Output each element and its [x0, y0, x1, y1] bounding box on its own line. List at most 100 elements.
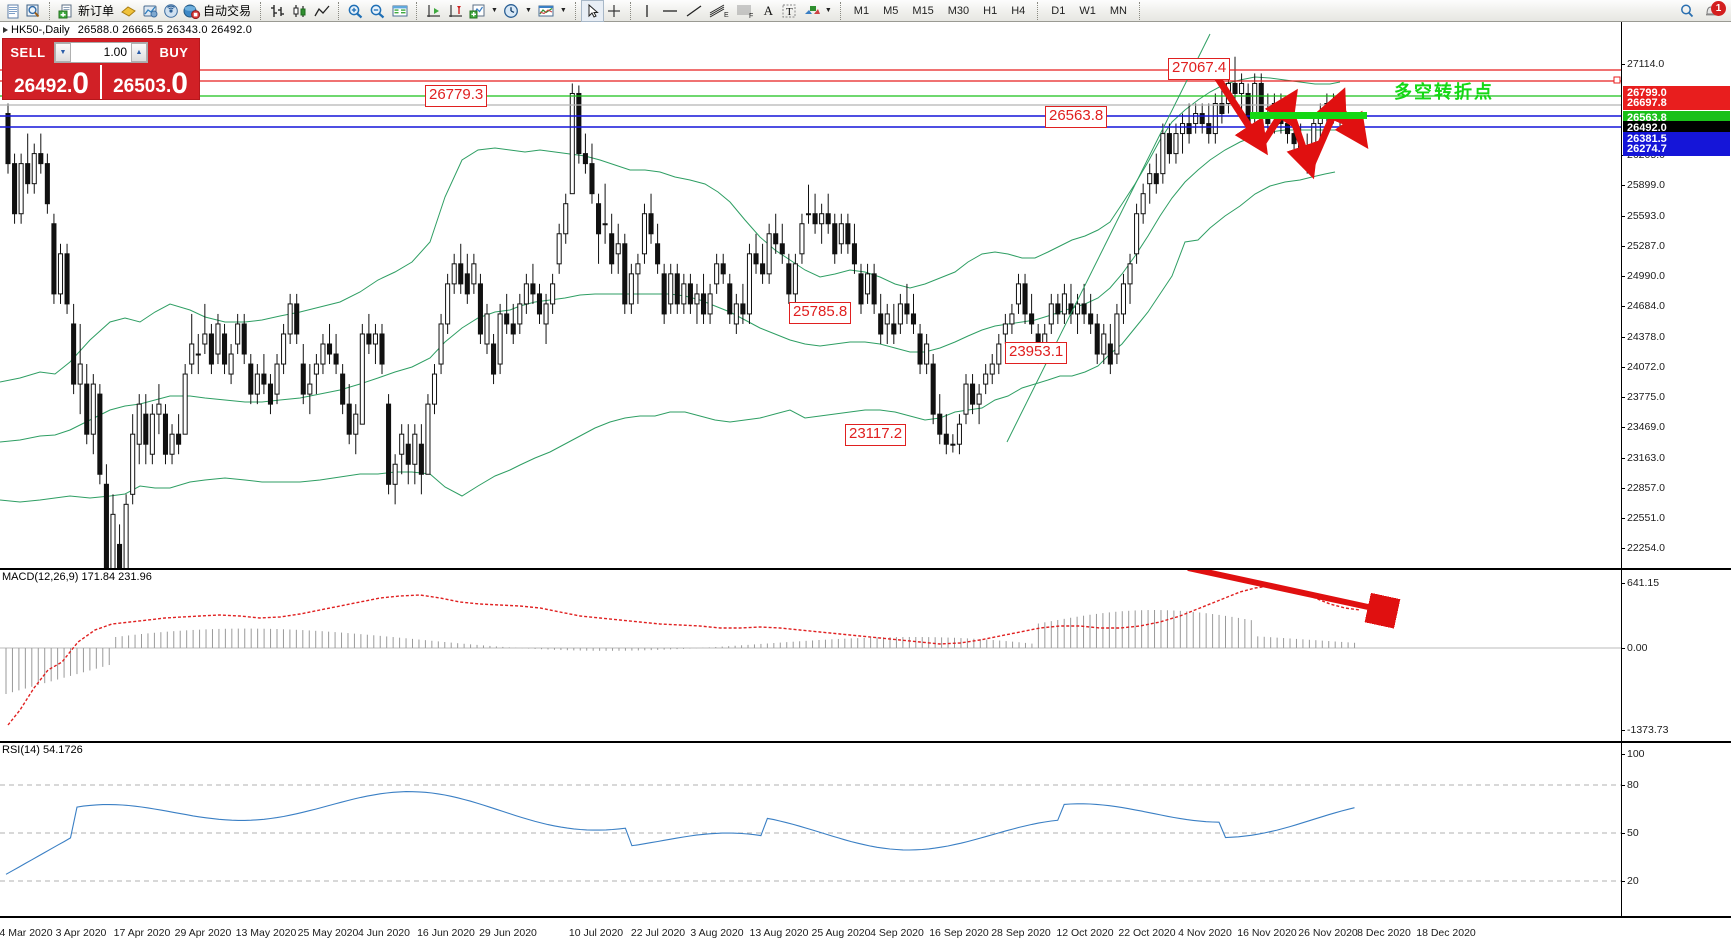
notification-count-badge: 1: [1711, 0, 1726, 16]
trendline-icon[interactable]: [682, 1, 706, 21]
time-axis-tick: 4 Nov 2020: [1178, 927, 1232, 939]
rsi-axis[interactable]: 100 80 50 20: [1622, 743, 1731, 916]
timeframe-m1[interactable]: M1: [853, 4, 870, 17]
callout-26563[interactable]: 26563.8: [1045, 106, 1108, 128]
toolbar-right-group: 1: [1677, 0, 1731, 21]
search-icon[interactable]: [1677, 1, 1699, 21]
timeframe-w1[interactable]: W1: [1079, 4, 1096, 17]
callout-27067[interactable]: 27067.4: [1168, 58, 1231, 80]
vertical-line-icon[interactable]: [637, 1, 658, 21]
macd-plot-area[interactable]: [0, 570, 1621, 741]
indicators-dropdown-arrow[interactable]: ▼: [491, 6, 498, 14]
rsi-axis-divider: [1621, 743, 1622, 916]
trade-panel-top-row: SELL ▼ 1.00 ▲ BUY: [3, 39, 199, 65]
price-axis[interactable]: 27114.026205.025899.025593.025287.024990…: [1622, 22, 1731, 568]
market-watch-icon[interactable]: [23, 1, 44, 21]
price-candles-svg: [5, 56, 1343, 568]
text-icon[interactable]: A: [763, 2, 774, 18]
templates-icon[interactable]: [535, 1, 557, 21]
svg-text:E: E: [724, 12, 729, 19]
buy-price-fraction: 0: [171, 66, 188, 100]
fibonacci-icon[interactable]: F: [732, 1, 758, 21]
time-axis-tick: 3 Apr 2020: [55, 927, 107, 939]
time-axis[interactable]: 4 Mar 2020 3 Apr 2020 17 Apr 2020 29 Apr 20…: [0, 917, 1731, 944]
volume-increment-button[interactable]: ▲: [131, 42, 147, 62]
macd_axis-axis-tick: 641.15: [1622, 577, 1659, 589]
callout-25785[interactable]: 25785.8: [789, 302, 852, 324]
indicators-icon[interactable]: [467, 1, 488, 21]
timeframe-m5[interactable]: M5: [883, 4, 899, 17]
timeframe-h4[interactable]: H4: [1011, 4, 1026, 17]
timeframe-m30[interactable]: M30: [947, 4, 970, 17]
rsi-plot-area[interactable]: [0, 743, 1621, 916]
timeframe-d1[interactable]: D1: [1051, 4, 1066, 17]
new-chart-icon[interactable]: [2, 1, 23, 21]
horizontal-line-icon[interactable]: [658, 1, 682, 21]
callout-26779[interactable]: 26779.3: [425, 85, 488, 107]
time-axis-tick: 18 Dec 2020: [1416, 927, 1476, 939]
volume-decrement-button[interactable]: ▼: [55, 42, 71, 62]
text-label-icon[interactable]: T: [779, 1, 800, 21]
volume-value[interactable]: 1.00: [103, 45, 127, 59]
period-dropdown-arrow[interactable]: ▼: [524, 6, 532, 14]
macd-axis[interactable]: 641.15 0.00 -1373.73: [1622, 570, 1731, 741]
shapes-dropdown-arrow[interactable]: ▼: [824, 6, 832, 14]
sell-price[interactable]: 26492 . 0: [3, 65, 100, 99]
collapse-triangle-icon[interactable]: [3, 26, 8, 33]
time-axis-tick: 4 Jun 2020: [358, 927, 410, 939]
manual-drawings[interactable]: [0, 22, 1621, 568]
autotrading-icon[interactable]: [181, 1, 202, 21]
macd-svg: [0, 570, 1621, 726]
buy-price-integer: 26503: [113, 76, 166, 97]
equidistant-channel-icon[interactable]: E: [706, 1, 732, 21]
line-chart-icon[interactable]: [311, 1, 333, 21]
timeframe-mn[interactable]: MN: [1109, 4, 1127, 17]
zoom-in-icon[interactable]: [345, 1, 367, 21]
toolbar-separator-5: [573, 1, 579, 20]
macd_axis-axis-tick: 0.00: [1622, 642, 1647, 654]
bar-chart-icon[interactable]: [267, 1, 289, 21]
buy-price[interactable]: 26503 . 0: [100, 65, 199, 99]
rsi-pane[interactable]: RSI(14) 54.1726 100 80 50 20: [0, 742, 1731, 917]
crosshair-icon[interactable]: [603, 1, 625, 21]
price-axis-tick: 25287.0: [1622, 240, 1665, 252]
price-plot-area[interactable]: 27067.4 26779.3 26563.8 25785.8 23953.1 …: [0, 22, 1621, 568]
timeframe-h1[interactable]: H1: [983, 4, 998, 17]
time-axis-tick: 22 Jul 2020: [630, 927, 686, 939]
data-window-icon[interactable]: [389, 1, 411, 21]
new-order-icon[interactable]: [56, 1, 77, 21]
rsi_axis-axis-tick: 20: [1622, 875, 1639, 887]
autotrading-label[interactable]: 自动交易: [203, 4, 252, 18]
price-chart-pane[interactable]: 27067.4 26779.3 26563.8 25785.8 23953.1 …: [0, 22, 1731, 569]
sell-button[interactable]: SELL: [10, 44, 46, 60]
macd-pane[interactable]: MACD(12,26,9) 171.84 231.96 641.15 0.00 -1…: [0, 569, 1731, 742]
cursor-icon[interactable]: [580, 0, 604, 22]
time-axis-tick: 22 Oct 2020: [1118, 927, 1176, 939]
period-icon[interactable]: [501, 1, 522, 21]
svg-text:T: T: [786, 6, 793, 18]
templates-dropdown-arrow[interactable]: ▼: [559, 6, 567, 14]
auto-scroll-icon[interactable]: [423, 1, 445, 21]
callout-23117[interactable]: 23117.2: [845, 424, 907, 446]
terminal-icon[interactable]: [139, 1, 160, 21]
shapes-icon[interactable]: [800, 1, 822, 21]
symbol-name: HK50-,Daily: [11, 23, 70, 36]
chart-shift-icon[interactable]: [445, 1, 467, 21]
signals-icon[interactable]: [160, 1, 181, 21]
toolbar-separator-2: [258, 1, 264, 20]
svg-text:F: F: [749, 13, 753, 19]
timeframe-m15[interactable]: M15: [912, 4, 934, 17]
price-axis-tick: 23775.0: [1622, 391, 1665, 403]
rsi-label: RSI(14) 54.1726: [2, 744, 83, 756]
one-click-trading-panel[interactable]: SELL ▼ 1.00 ▲ BUY 26492 . 0 26503 . 0: [2, 38, 200, 100]
candlestick-chart-icon[interactable]: [289, 1, 311, 21]
callout-23953[interactable]: 23953.1: [1005, 342, 1068, 364]
notifications-icon[interactable]: 1: [1699, 0, 1726, 21]
new-order-label[interactable]: 新订单: [78, 4, 115, 18]
buy-button[interactable]: BUY: [159, 44, 189, 60]
expert-advisor-icon[interactable]: [118, 1, 139, 21]
volume-stepper[interactable]: ▼ 1.00 ▲: [54, 41, 148, 63]
chinese-annotation-note[interactable]: 多空转折点: [1394, 82, 1494, 103]
price-axis-tick: 23469.0: [1622, 421, 1665, 433]
zoom-out-icon[interactable]: [367, 1, 389, 21]
